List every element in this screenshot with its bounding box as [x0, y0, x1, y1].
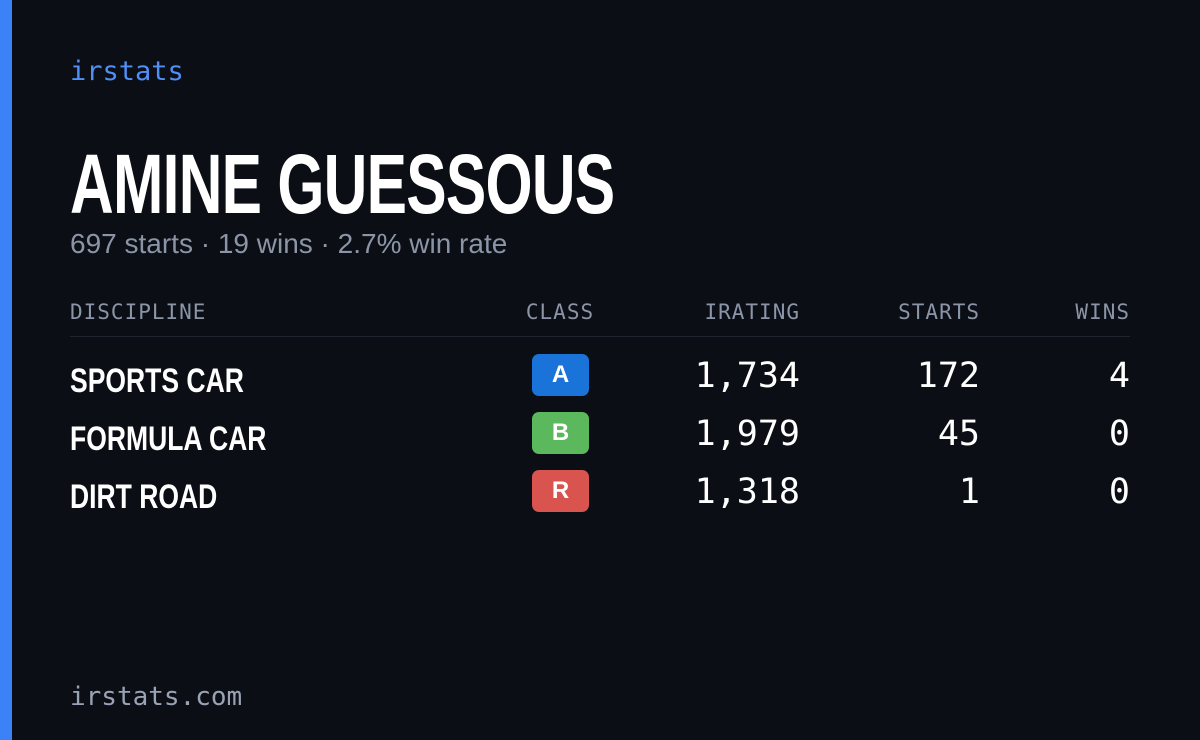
- summary: 697 starts · 19 wins · 2.7% win rate: [70, 228, 508, 259]
- driver-name: AMINE GUESSOUS: [70, 137, 615, 231]
- irating: 1,318: [694, 472, 800, 512]
- starts: 172: [916, 356, 980, 396]
- wins: 0: [1108, 472, 1130, 512]
- irating: 1,979: [694, 414, 800, 454]
- column-header: DISCIPLINE: [70, 300, 207, 324]
- discipline: FORMULA CAR: [70, 420, 267, 458]
- class-badge: A: [532, 354, 589, 396]
- discipline: SPORTS CAR: [70, 362, 244, 400]
- starts: 45: [937, 414, 980, 454]
- divider: [70, 336, 1130, 337]
- wins: 4: [1108, 356, 1130, 396]
- discipline: DIRT ROAD: [70, 478, 218, 516]
- accent-bar: [0, 0, 12, 740]
- column-header: STARTS: [898, 300, 980, 324]
- column-header: WINS: [1075, 300, 1130, 324]
- starts: 1: [958, 472, 980, 512]
- footer: irstats.com: [70, 682, 243, 712]
- class-badge: R: [532, 470, 589, 512]
- column-header: IRATING: [704, 300, 800, 324]
- class-badge: B: [532, 412, 589, 454]
- column-header: CLASS: [525, 300, 595, 324]
- irating: 1,734: [694, 356, 800, 396]
- wins: 0: [1108, 414, 1130, 454]
- brand: irstats: [70, 56, 184, 87]
